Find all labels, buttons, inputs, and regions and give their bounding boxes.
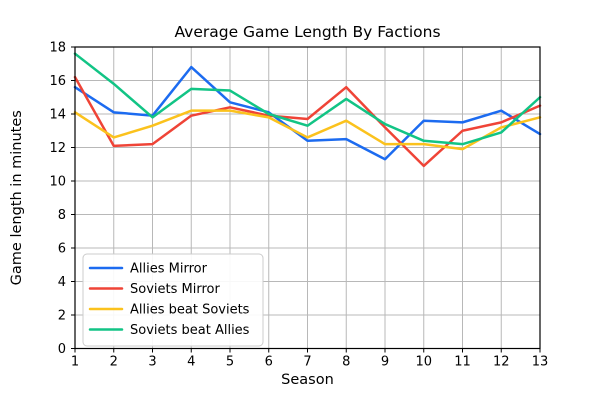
y-tick-label: 8 — [58, 208, 66, 223]
legend-box — [82, 253, 264, 347]
x-tick-label: 9 — [381, 355, 389, 370]
x-tick-label: 1 — [71, 355, 79, 370]
series-line-allies-beat-soviets — [73, 109, 542, 151]
y-axis-label: Game length in minutes — [9, 110, 25, 285]
y-tick-label: 14 — [49, 108, 66, 123]
legend: Allies Mirror Soviets Mirror Allies beat S… — [82, 253, 264, 347]
x-tick-label: 10 — [415, 355, 432, 370]
series-line-soviets-mirror — [73, 75, 542, 168]
legend-label: Allies beat Soviets — [130, 303, 250, 318]
y-tick-label: 2 — [58, 309, 66, 324]
y-tick-labels: 0 2 4 6 8 10 12 14 16 18 — [49, 41, 66, 358]
x-tick-label: 4 — [187, 355, 195, 370]
x-tick-label: 5 — [226, 355, 234, 370]
x-tick-label: 3 — [148, 355, 156, 370]
x-tick-labels: 1 2 3 4 5 6 7 8 9 10 11 12 13 — [71, 355, 548, 370]
legend-label: Allies Mirror — [130, 262, 208, 277]
x-tick-label: 2 — [110, 355, 118, 370]
legend-item-soviets-mirror: Soviets Mirror — [88, 282, 220, 297]
series-line-soviets-beat-allies — [73, 52, 542, 146]
legend-label: Soviets Mirror — [130, 282, 220, 297]
series-line-allies-mirror — [73, 65, 542, 161]
legend-item-allies-mirror: Allies Mirror — [88, 262, 208, 277]
y-tick-label: 4 — [58, 275, 66, 290]
x-tick-label: 11 — [454, 355, 471, 370]
grid-lines — [74, 46, 541, 349]
x-tick-label: 6 — [265, 355, 273, 370]
legend-label: Soviets beat Allies — [130, 323, 250, 338]
chart-title: Average Game Length By Factions — [174, 23, 440, 41]
x-tick-label: 12 — [493, 355, 510, 370]
x-axis-label: Season — [281, 372, 334, 388]
x-tick-label: 7 — [303, 355, 311, 370]
axis-ticks — [71, 46, 541, 353]
y-tick-label: 6 — [58, 242, 66, 257]
y-tick-label: 16 — [49, 74, 66, 89]
y-tick-label: 12 — [49, 141, 66, 156]
y-tick-label: 0 — [58, 342, 66, 357]
y-tick-label: 10 — [49, 175, 66, 190]
x-tick-label: 13 — [532, 355, 549, 370]
legend-item-allies-beat-soviets: Allies beat Soviets — [88, 303, 250, 318]
x-tick-label: 8 — [342, 355, 350, 370]
y-tick-label: 18 — [49, 41, 66, 56]
legend-item-soviets-beat-allies: Soviets beat Allies — [88, 323, 250, 338]
